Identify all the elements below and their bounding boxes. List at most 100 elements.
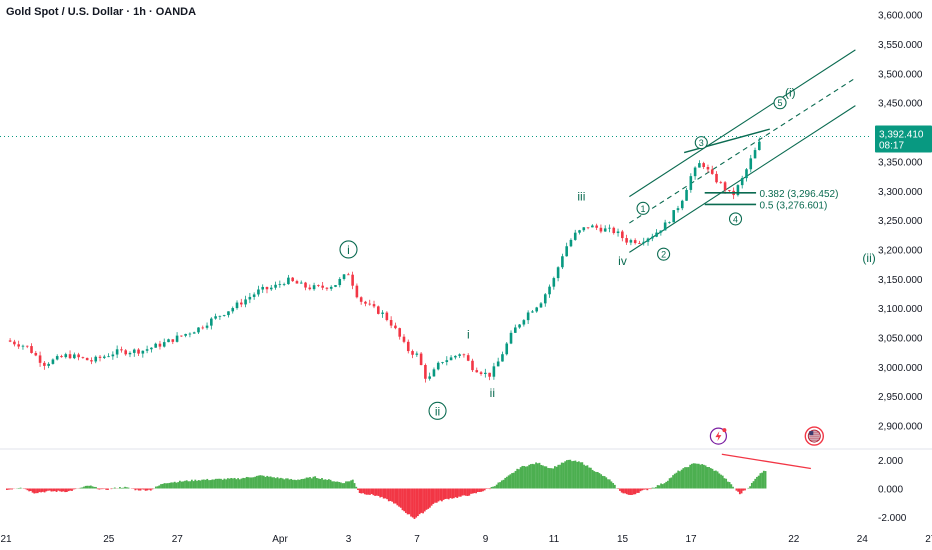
- candle-body: [548, 286, 551, 295]
- oscillator-bar: [653, 487, 656, 489]
- price-tick-label: 3,300.000: [878, 187, 923, 198]
- oscillator-bar: [675, 472, 678, 489]
- oscillator-bar: [524, 466, 527, 489]
- candle-body: [304, 282, 307, 288]
- wave-label-circle: [657, 247, 671, 261]
- oscillator-bar: [439, 488, 442, 501]
- oscillator-bar: [197, 480, 200, 489]
- oscillator-bar: [363, 488, 366, 495]
- oscillator-bar: [447, 488, 450, 500]
- oscillator-bar: [396, 488, 399, 506]
- candle-body: [287, 277, 290, 285]
- oscillator-bar: [113, 487, 116, 489]
- oscillator-bar: [336, 481, 339, 489]
- oscillator-bar: [305, 477, 308, 489]
- oscillator-bar: [648, 488, 650, 490]
- oscillator-bar: [192, 481, 195, 489]
- oscillator-bar: [146, 488, 149, 491]
- candle-body: [436, 362, 440, 370]
- candle-body: [698, 163, 701, 168]
- candle-body: [51, 359, 55, 364]
- oscillator-bar: [595, 471, 597, 489]
- oscillator-bar: [461, 488, 464, 496]
- oscillator-bar: [281, 478, 284, 489]
- oscillator-bar: [151, 488, 154, 490]
- oscillator-bar: [550, 468, 553, 489]
- oscillator-bar: [223, 478, 226, 489]
- oscillator-bar: [497, 482, 500, 489]
- candle-body: [248, 296, 252, 300]
- oscillator-bar: [228, 478, 231, 489]
- candle-body: [449, 357, 453, 361]
- time-tick-label: 17: [685, 534, 697, 545]
- oscillator-bar: [747, 487, 750, 489]
- candle-body: [13, 341, 16, 345]
- oscillator-bar: [59, 488, 61, 492]
- oscillator-bar: [600, 474, 603, 489]
- candle-body: [706, 167, 710, 170]
- oscillator-bar: [79, 487, 82, 489]
- oscillator-bar: [670, 477, 673, 489]
- oscillator-bar: [413, 488, 416, 519]
- candle-body: [278, 284, 282, 286]
- oscillator-bar: [165, 483, 168, 489]
- candle-body: [633, 240, 637, 244]
- candle-body: [38, 355, 42, 363]
- oscillator-bar: [732, 486, 734, 489]
- oscillator-bar: [639, 488, 642, 492]
- oscillator-bar: [516, 468, 519, 489]
- oscillator-bar: [718, 473, 721, 489]
- oscillator-bar: [494, 486, 496, 489]
- oscillator-bar: [333, 481, 335, 489]
- candle-body: [501, 354, 504, 362]
- candle-body: [543, 294, 547, 304]
- oscillator-bar: [521, 465, 524, 489]
- oscillator-bar: [285, 478, 287, 489]
- oscillator-bar: [346, 481, 349, 489]
- candle-body: [141, 350, 145, 354]
- oscillator-bar: [730, 484, 733, 489]
- wave-label: i: [467, 328, 470, 342]
- oscillator-bar: [665, 481, 668, 489]
- oscillator-bar: [286, 478, 289, 489]
- oscillator-bar: [214, 478, 217, 489]
- oscillator-bar: [339, 482, 342, 489]
- candle-body: [376, 306, 380, 314]
- oscillator-bar: [379, 488, 382, 498]
- wave-label: 3: [699, 138, 704, 148]
- oscillator-bar: [622, 488, 625, 494]
- oscillator-bar: [543, 466, 546, 489]
- oscillator-bar: [452, 488, 455, 499]
- oscillator-bar: [84, 485, 87, 489]
- oscillator-bar: [232, 478, 234, 489]
- oscillator-bar: [427, 488, 430, 509]
- candle-body: [90, 360, 93, 362]
- price-tick-label: 3,350.000: [878, 157, 923, 168]
- time-tick-label: 27: [925, 534, 932, 545]
- oscillator-bar: [667, 480, 669, 489]
- oscillator-bar: [428, 488, 431, 508]
- oscillator-bar: [295, 480, 298, 489]
- candle-body: [8, 340, 12, 342]
- candle-body: [30, 346, 33, 353]
- candle-body: [55, 356, 59, 360]
- candle-body: [389, 320, 393, 326]
- oscillator-bar: [728, 482, 731, 489]
- oscillator-bar: [290, 478, 293, 489]
- oscillator-bar: [127, 487, 130, 489]
- oscillator-bar: [24, 488, 27, 490]
- oscillator-bar: [610, 481, 613, 489]
- oscillator-bar: [187, 481, 190, 489]
- oscillator-bar: [471, 488, 474, 494]
- candle-body: [642, 241, 646, 244]
- candle-body: [419, 353, 423, 366]
- oscillator-bar: [156, 486, 159, 489]
- candle-body: [689, 176, 693, 190]
- time-tick-label: Apr: [272, 534, 288, 545]
- oscillator-bar: [240, 478, 243, 489]
- price-tick-label: 3,500.000: [878, 69, 923, 80]
- time-tick-label: 11: [549, 534, 560, 545]
- candle-body: [317, 285, 320, 287]
- oscillator-bar: [93, 486, 96, 489]
